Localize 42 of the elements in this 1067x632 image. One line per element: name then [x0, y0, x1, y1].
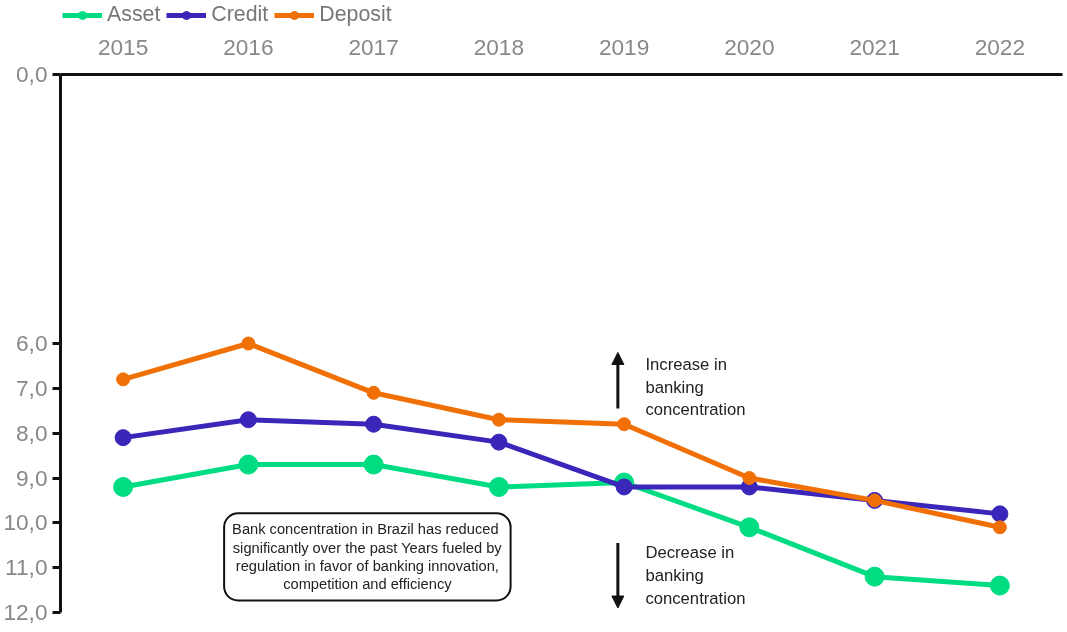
legend-label: Credit: [211, 2, 269, 27]
point: [238, 454, 259, 475]
x-tick-label: 2022: [974, 33, 1026, 60]
y-tick-label: 9,0: [16, 464, 48, 491]
x-tick-label: 2020: [724, 33, 775, 60]
point: [363, 454, 384, 475]
y-tick-label: 7,0: [16, 374, 48, 401]
point: [241, 336, 256, 351]
legend-label: Deposit: [319, 2, 392, 27]
annotation: Decrease in banking concentration: [645, 543, 746, 608]
x-tick-label: 2019: [598, 33, 650, 60]
x-tick-label: 2015: [97, 33, 149, 60]
x-tick-label: 2021: [849, 33, 900, 60]
x-tick-label: 2018: [473, 33, 525, 60]
point: [365, 415, 383, 433]
point: [739, 517, 760, 538]
y-tick-label: 11,0: [5, 554, 48, 581]
point: [116, 372, 131, 387]
point: [366, 385, 381, 400]
point: [992, 520, 1007, 535]
y-tick-label: 12,0: [3, 599, 48, 625]
annotation: Increase in banking concentration: [645, 354, 746, 420]
point: [488, 476, 509, 497]
point: [113, 476, 134, 497]
y-tick-label: 0,0: [16, 61, 48, 87]
point: [239, 411, 257, 429]
point: [617, 417, 632, 432]
annotation: Bank concentration in Brazil has reduced significantly over the past Years fueled by regulation in favor of banking innovation, competition and efficiency: [232, 521, 503, 593]
x-tick-label: 2016: [223, 33, 274, 60]
point: [989, 575, 1010, 596]
y-tick-label: 8,0: [16, 419, 48, 446]
point: [991, 505, 1009, 523]
y-tick-label: 10,0: [3, 509, 48, 536]
point: [490, 433, 508, 451]
point: [114, 429, 132, 447]
point: [615, 478, 633, 496]
legend-label: Asset: [107, 2, 161, 27]
x-tick-label: 2017: [348, 33, 399, 60]
point: [491, 412, 506, 427]
y-tick-label: 6,0: [16, 330, 48, 356]
point: [742, 471, 757, 485]
point: [864, 566, 885, 587]
